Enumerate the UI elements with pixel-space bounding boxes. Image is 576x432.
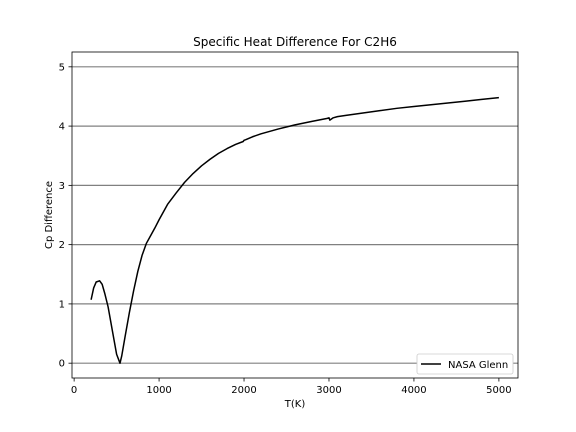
y-axis-label: Cp Difference bbox=[44, 181, 55, 249]
plot-layer bbox=[90, 96, 499, 364]
y-tick-label: 3 bbox=[59, 181, 65, 192]
chart-title: Specific Heat Difference For C2H6 bbox=[193, 35, 397, 49]
x-tick-label: 4000 bbox=[401, 385, 426, 396]
y-tick-label: 0 bbox=[59, 359, 65, 370]
x-tick-label: 0 bbox=[71, 385, 77, 396]
legend-box bbox=[416, 353, 514, 375]
x-tick-label: 1000 bbox=[146, 385, 171, 396]
series-line bbox=[90, 96, 499, 364]
legend: NASA Glenn bbox=[416, 353, 514, 375]
x-tick-label: 3000 bbox=[316, 385, 341, 396]
x-tick-label: 2000 bbox=[231, 385, 256, 396]
y-tick-label: 5 bbox=[59, 62, 65, 73]
y-tick-label: 1 bbox=[59, 299, 65, 310]
x-tick-label: 5000 bbox=[486, 385, 511, 396]
plot-frame bbox=[71, 51, 519, 379]
legend-label: NASA Glenn bbox=[448, 360, 508, 371]
x-axis-label: T(K) bbox=[284, 399, 306, 410]
y-tick-label: 4 bbox=[59, 122, 65, 133]
y-tick-label: 2 bbox=[59, 240, 65, 251]
tick-layer: 0 1 2 3 4 5 0 1000 2000 3000 4000 5000 bbox=[59, 62, 512, 396]
